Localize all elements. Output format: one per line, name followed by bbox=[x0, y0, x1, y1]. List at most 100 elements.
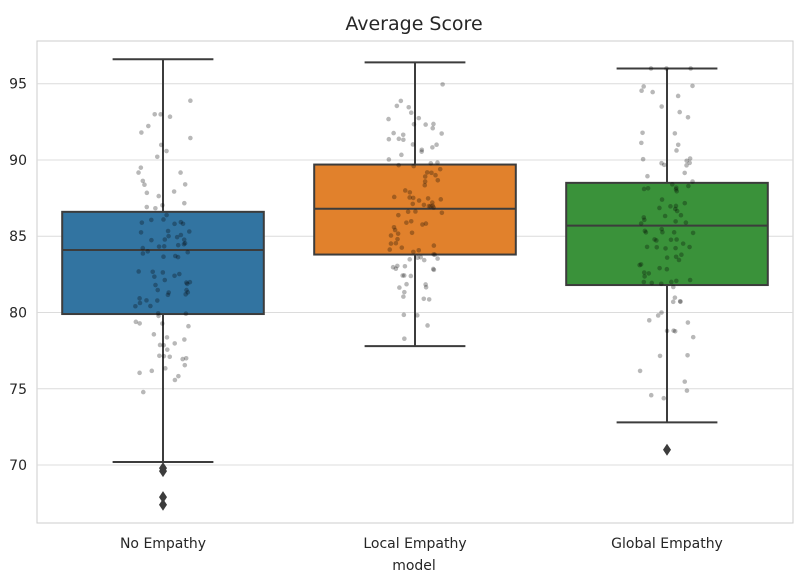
strip-point bbox=[149, 237, 154, 243]
strip-point bbox=[431, 267, 437, 273]
strip-point bbox=[641, 270, 647, 275]
strip-point bbox=[386, 116, 391, 122]
box-group-2 bbox=[565, 67, 769, 456]
strip-point bbox=[641, 186, 647, 192]
strip-point bbox=[646, 271, 652, 276]
strip-point bbox=[149, 217, 154, 223]
y-tick-label-85: 85 bbox=[9, 229, 27, 245]
strip-point bbox=[687, 244, 692, 250]
strip-point bbox=[677, 298, 683, 304]
strip-point bbox=[673, 187, 679, 192]
y-tick-label-95: 95 bbox=[9, 77, 27, 93]
strip-point bbox=[434, 142, 439, 147]
strip-point bbox=[416, 115, 422, 121]
strip-point bbox=[180, 221, 186, 227]
strip-point bbox=[388, 241, 394, 246]
strip-point bbox=[423, 282, 428, 287]
strip-point bbox=[178, 232, 184, 238]
strip-point bbox=[655, 313, 661, 318]
box-iqr-0 bbox=[61, 210, 265, 316]
strip-point bbox=[164, 212, 169, 218]
strip-point bbox=[393, 240, 399, 246]
strip-point bbox=[408, 110, 414, 116]
strip-point bbox=[678, 212, 684, 218]
strip-point bbox=[138, 230, 144, 235]
strip-point bbox=[654, 244, 660, 250]
strip-point bbox=[133, 303, 138, 309]
x-axis-label: model bbox=[392, 558, 436, 574]
x-tick-label-2: Global Empathy bbox=[611, 536, 723, 552]
strip-point bbox=[638, 221, 644, 226]
strip-point bbox=[674, 208, 680, 214]
strip-point bbox=[184, 287, 189, 293]
strip-point bbox=[424, 170, 430, 175]
x-tick-label-0: No Empathy bbox=[120, 536, 206, 552]
strip-point bbox=[166, 290, 171, 295]
strip-point bbox=[188, 135, 193, 141]
strip-point bbox=[144, 190, 150, 196]
strip-point bbox=[155, 311, 161, 316]
strip-point bbox=[438, 197, 444, 202]
strip-point bbox=[160, 203, 165, 208]
strip-point bbox=[400, 132, 406, 138]
strip-point bbox=[683, 220, 689, 225]
strip-point bbox=[411, 249, 416, 255]
strip-point bbox=[687, 160, 692, 166]
strip-point bbox=[435, 160, 440, 165]
strip-point bbox=[659, 310, 664, 315]
strip-point bbox=[664, 66, 669, 71]
strip-point bbox=[137, 321, 142, 326]
y-axis-ticks: 70 75 80 85 90 95 bbox=[9, 77, 27, 474]
strip-point bbox=[685, 353, 690, 358]
strip-point bbox=[153, 282, 158, 288]
strip-point bbox=[637, 262, 642, 268]
strip-point bbox=[158, 112, 163, 117]
strip-point bbox=[162, 277, 168, 283]
strip-point bbox=[176, 373, 181, 379]
strip-point bbox=[687, 156, 693, 161]
chart-title: Average Score bbox=[345, 13, 482, 35]
strip-point bbox=[673, 203, 679, 209]
strip-point bbox=[659, 197, 665, 202]
strip-point bbox=[650, 89, 655, 95]
strip-point bbox=[172, 273, 177, 279]
strip-point bbox=[149, 368, 155, 374]
strip-point bbox=[156, 313, 161, 319]
strip-point bbox=[672, 328, 678, 334]
strip-point bbox=[395, 236, 400, 242]
strip-point bbox=[672, 206, 678, 212]
strip-point bbox=[144, 298, 149, 303]
strip-point bbox=[183, 311, 189, 317]
strip-point bbox=[409, 230, 415, 236]
strip-point bbox=[423, 221, 429, 226]
strip-point bbox=[674, 278, 679, 284]
strip-point bbox=[395, 231, 401, 236]
strip-point bbox=[670, 299, 676, 305]
strip-point bbox=[643, 230, 649, 235]
strip-point bbox=[172, 253, 178, 259]
y-tick-label-75: 75 bbox=[9, 382, 27, 398]
strip-point bbox=[439, 131, 444, 136]
strip-point bbox=[184, 280, 189, 285]
box-series bbox=[61, 58, 769, 511]
strip-point bbox=[161, 353, 167, 359]
strip-point bbox=[429, 200, 435, 205]
strip-point bbox=[156, 244, 162, 249]
strip-point bbox=[672, 131, 678, 136]
strip-point bbox=[668, 279, 674, 285]
strip-point bbox=[431, 121, 436, 127]
strip-point bbox=[152, 112, 158, 117]
strip-point bbox=[431, 252, 436, 257]
strip-point bbox=[172, 341, 178, 346]
strip-point bbox=[670, 284, 676, 290]
strip-point bbox=[155, 287, 161, 293]
strip-point bbox=[682, 200, 688, 206]
strip-point bbox=[167, 354, 173, 360]
strip-point bbox=[166, 233, 171, 239]
strip-point bbox=[419, 149, 424, 154]
strip-point bbox=[137, 296, 142, 301]
strip-point bbox=[674, 148, 679, 153]
strip-point bbox=[641, 84, 646, 89]
strip-point bbox=[659, 104, 664, 109]
strip-point bbox=[416, 198, 422, 203]
